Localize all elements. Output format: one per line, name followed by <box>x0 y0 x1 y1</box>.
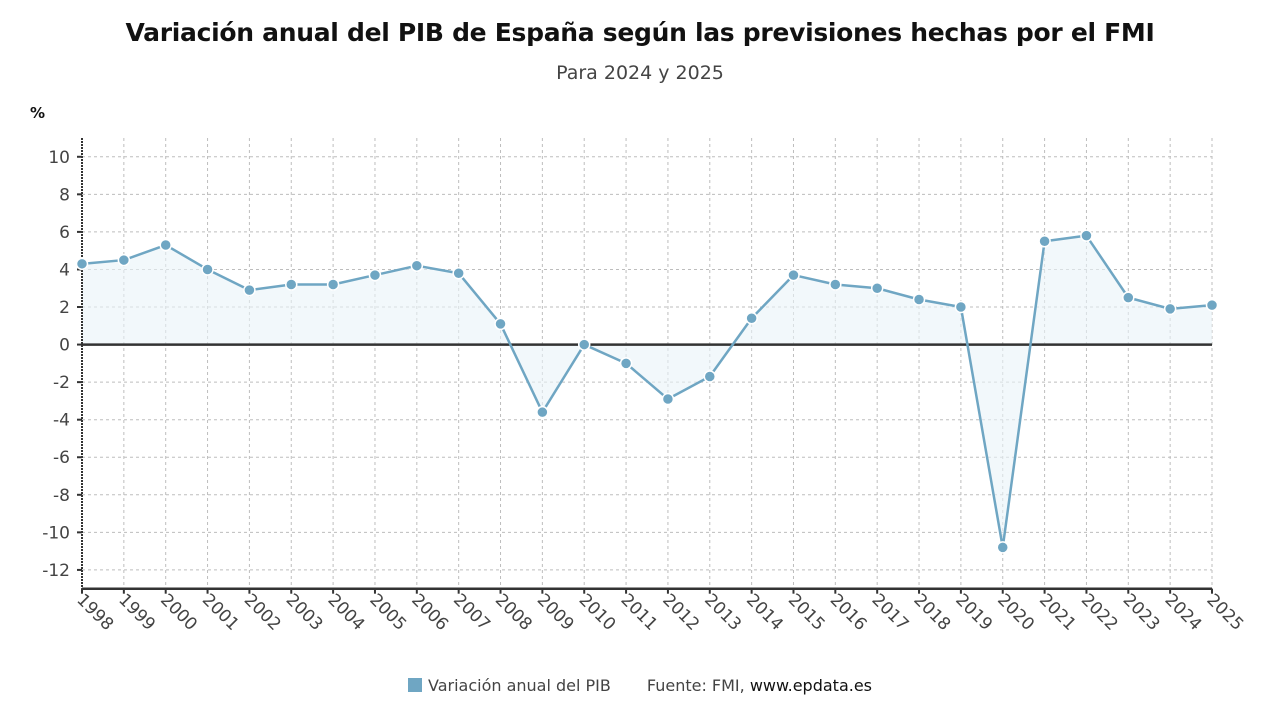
x-tick-label: 2013 <box>700 590 745 635</box>
y-tick-label: -8 <box>53 486 70 506</box>
y-tick-label: 8 <box>59 185 70 205</box>
legend-swatch <box>407 678 422 692</box>
x-tick-label: 2009 <box>533 590 578 635</box>
data-point <box>996 541 1009 554</box>
chart-title: Variación anual del PIB de España según … <box>125 18 1155 47</box>
data-point <box>452 266 465 280</box>
legend: Variación anual del PIB Fuente: FMI, www.… <box>0 676 1280 695</box>
data-point <box>1122 291 1135 304</box>
series-line-path <box>81 234 1213 549</box>
data-point <box>703 370 717 383</box>
data-point <box>285 278 298 291</box>
data-point <box>661 392 675 406</box>
chart-subtitle: Para 2024 y 2025 <box>556 62 724 84</box>
data-point <box>577 338 591 351</box>
x-tick-label: 1998 <box>72 590 117 635</box>
area-fill-path <box>82 235 1212 548</box>
data-point <box>829 278 842 291</box>
x-tick-label: 2018 <box>910 590 955 635</box>
y-tick-label: 6 <box>59 223 70 243</box>
y-tick-label: 4 <box>59 260 70 280</box>
data-point <box>1205 298 1219 312</box>
data-point <box>787 268 800 282</box>
x-tick-label: 2004 <box>324 590 369 635</box>
x-tick-label: 2017 <box>868 590 913 635</box>
data-point <box>201 263 214 276</box>
data-point <box>1080 229 1093 242</box>
y-tick-label: 10 <box>48 148 70 168</box>
x-tick-label: 1999 <box>114 590 159 635</box>
data-point <box>745 312 758 325</box>
data-point <box>870 281 884 295</box>
series-line <box>81 234 1213 549</box>
x-tick-labels: 1998199920002001200220032004200520062007… <box>72 590 1247 635</box>
data-point <box>619 357 633 370</box>
data-point <box>494 317 507 331</box>
y-axis-unit-label: % <box>30 104 46 122</box>
x-tick-label: 2002 <box>240 590 285 635</box>
x-tick-label: 2000 <box>156 590 201 635</box>
data-point <box>368 268 382 282</box>
y-tick-label: 0 <box>59 336 70 356</box>
area-fill <box>82 235 1212 548</box>
x-tick-label: 2025 <box>1202 590 1247 635</box>
data-point <box>912 293 926 306</box>
x-tick-label: 2023 <box>1119 590 1164 635</box>
legend-label: Variación anual del PIB <box>427 676 611 695</box>
x-tick-label: 2012 <box>658 590 703 635</box>
y-tick-label: 2 <box>59 298 70 318</box>
x-tick-label: 2007 <box>449 590 494 635</box>
data-point <box>243 283 256 297</box>
x-tick-label: 2006 <box>407 590 452 635</box>
axes <box>77 138 1213 594</box>
x-tick-label: 2001 <box>198 590 243 635</box>
data-point <box>1163 302 1177 316</box>
y-tick-label: -6 <box>53 448 70 468</box>
x-tick-label: 2005 <box>365 590 410 635</box>
y-tick-label: -10 <box>42 523 70 543</box>
series-points <box>75 229 1219 554</box>
data-point <box>117 253 131 267</box>
x-tick-label: 2016 <box>826 590 871 635</box>
y-tick-label: -12 <box>42 561 70 581</box>
data-point <box>1038 235 1051 248</box>
y-tick-label: -4 <box>53 411 70 431</box>
x-tick-label: 2003 <box>282 590 327 635</box>
data-point <box>954 300 968 314</box>
y-tick-label: -2 <box>53 373 70 393</box>
x-tick-label: 2011 <box>617 590 662 635</box>
x-tick-label: 2022 <box>1077 590 1122 635</box>
data-point <box>410 259 424 272</box>
x-tick-label: 2020 <box>993 590 1038 635</box>
x-tick-label: 2024 <box>1161 590 1206 635</box>
x-tick-label: 2014 <box>742 590 787 635</box>
data-point <box>159 238 172 252</box>
data-point <box>75 257 89 271</box>
data-point <box>536 405 549 419</box>
data-point <box>326 278 340 291</box>
x-tick-label: 2008 <box>491 590 536 635</box>
x-tick-label: 2019 <box>951 590 996 635</box>
x-tick-label: 2021 <box>1035 590 1080 635</box>
x-tick-label: 2015 <box>784 590 829 635</box>
source-label: Fuente: FMI, <box>646 676 750 695</box>
x-tick-label: 2010 <box>575 590 620 635</box>
y-tick-labels: 10 8 6 4 2 0 -2 -4 -6 -8 -10 -12 <box>42 148 70 581</box>
source-site-link[interactable]: www.epdata.es <box>749 676 873 695</box>
